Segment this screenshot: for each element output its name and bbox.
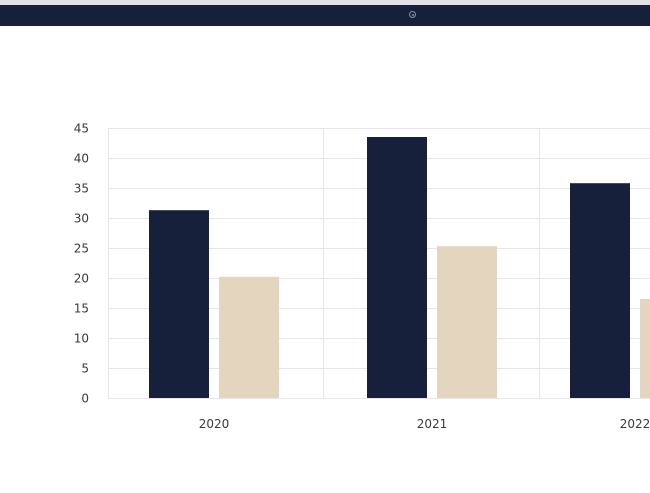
x-tick-label: 2020	[199, 417, 230, 431]
bar-2022-series-2[interactable]	[640, 299, 650, 398]
y-tick-label: 0	[81, 392, 89, 406]
x-tick-label: 2021	[417, 417, 448, 431]
y-tick-label: 10	[74, 332, 89, 346]
y-tick-label: 20	[74, 272, 89, 286]
header-bar	[0, 5, 650, 26]
window-top-strip	[0, 0, 650, 5]
y-tick-label: 30	[74, 212, 89, 226]
y-tick-label: 15	[74, 302, 89, 316]
bars	[149, 137, 650, 398]
y-axis: 0 5 10 15 20 25 30 35 40 45	[74, 122, 89, 406]
y-tick-label: 40	[74, 152, 89, 166]
bar-2021-series-2[interactable]	[437, 246, 497, 398]
x-axis: 2020 2021 2022	[199, 417, 650, 431]
y-tick-label: 35	[74, 182, 89, 196]
y-tick-label: 5	[81, 362, 89, 376]
x-tick-label: 2022	[620, 417, 650, 431]
radio-dot-icon[interactable]	[409, 11, 416, 18]
bar-2021-series-1[interactable]	[367, 137, 427, 398]
y-tick-label: 25	[74, 242, 89, 256]
bar-2020-series-2[interactable]	[219, 276, 279, 398]
bar-2022-series-1[interactable]	[570, 183, 630, 398]
y-tick-label: 45	[74, 122, 89, 136]
bar-2020-series-1[interactable]	[149, 210, 209, 398]
